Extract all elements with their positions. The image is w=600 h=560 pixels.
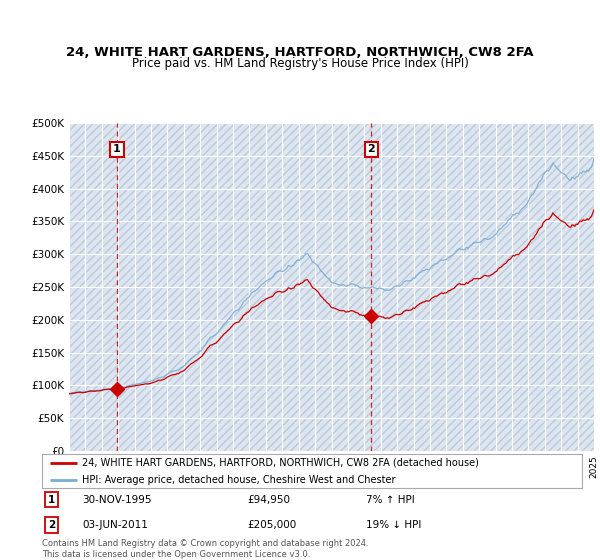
Text: £94,950: £94,950 [247, 495, 290, 505]
Text: 24, WHITE HART GARDENS, HARTFORD, NORTHWICH, CW8 2FA: 24, WHITE HART GARDENS, HARTFORD, NORTHW… [66, 46, 534, 59]
Text: 2: 2 [367, 144, 375, 155]
Text: 1: 1 [48, 495, 55, 505]
Text: 03-JUN-2011: 03-JUN-2011 [83, 520, 148, 530]
Text: 24, WHITE HART GARDENS, HARTFORD, NORTHWICH, CW8 2FA (detached house): 24, WHITE HART GARDENS, HARTFORD, NORTHW… [83, 458, 479, 468]
Text: 30-NOV-1995: 30-NOV-1995 [83, 495, 152, 505]
Text: HPI: Average price, detached house, Cheshire West and Chester: HPI: Average price, detached house, Ches… [83, 475, 396, 484]
Text: 19% ↓ HPI: 19% ↓ HPI [366, 520, 421, 530]
Text: 7% ↑ HPI: 7% ↑ HPI [366, 495, 415, 505]
Text: £205,000: £205,000 [247, 520, 296, 530]
Text: 1: 1 [113, 144, 121, 155]
Text: Contains HM Land Registry data © Crown copyright and database right 2024.
This d: Contains HM Land Registry data © Crown c… [42, 539, 368, 559]
Text: 2: 2 [48, 520, 55, 530]
Text: Price paid vs. HM Land Registry's House Price Index (HPI): Price paid vs. HM Land Registry's House … [131, 57, 469, 70]
